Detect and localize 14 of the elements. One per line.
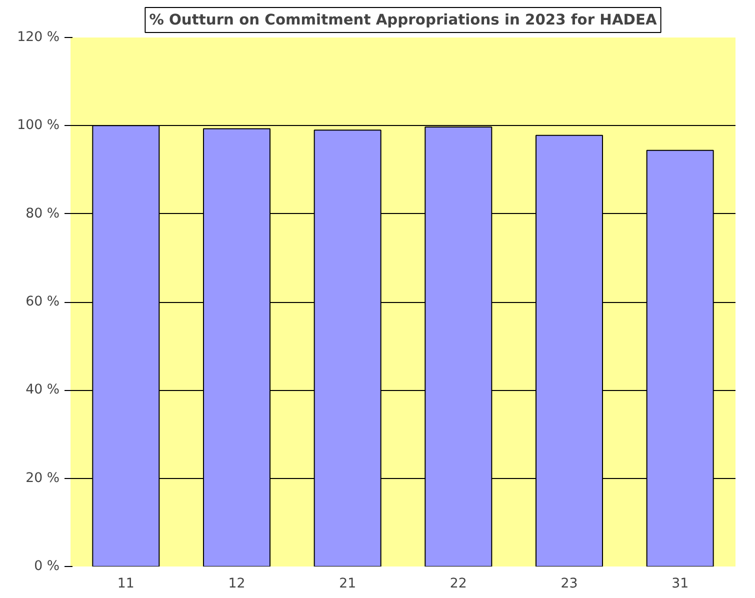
y-tick-label: 40 % (26, 382, 60, 398)
y-tick-label: 120 % (17, 30, 60, 45)
y-tick-label: 0 % (34, 559, 60, 574)
x-tick-label: 22 (450, 576, 467, 592)
x-tick-label: 23 (560, 576, 578, 592)
x-tick-label: 11 (117, 576, 134, 592)
x-tick-label: 12 (228, 576, 246, 592)
y-tick-label: 20 % (26, 470, 60, 486)
x-tick-label: 31 (672, 576, 689, 592)
chart-title: % Outturn on Commitment Appropriations in 2023 for HADEA (149, 12, 658, 28)
y-tick-label: 100 % (17, 118, 60, 134)
x-tick-label: 21 (339, 576, 356, 592)
y-tick-label: 60 % (26, 294, 60, 310)
y-tick-label: 80 % (26, 206, 60, 222)
